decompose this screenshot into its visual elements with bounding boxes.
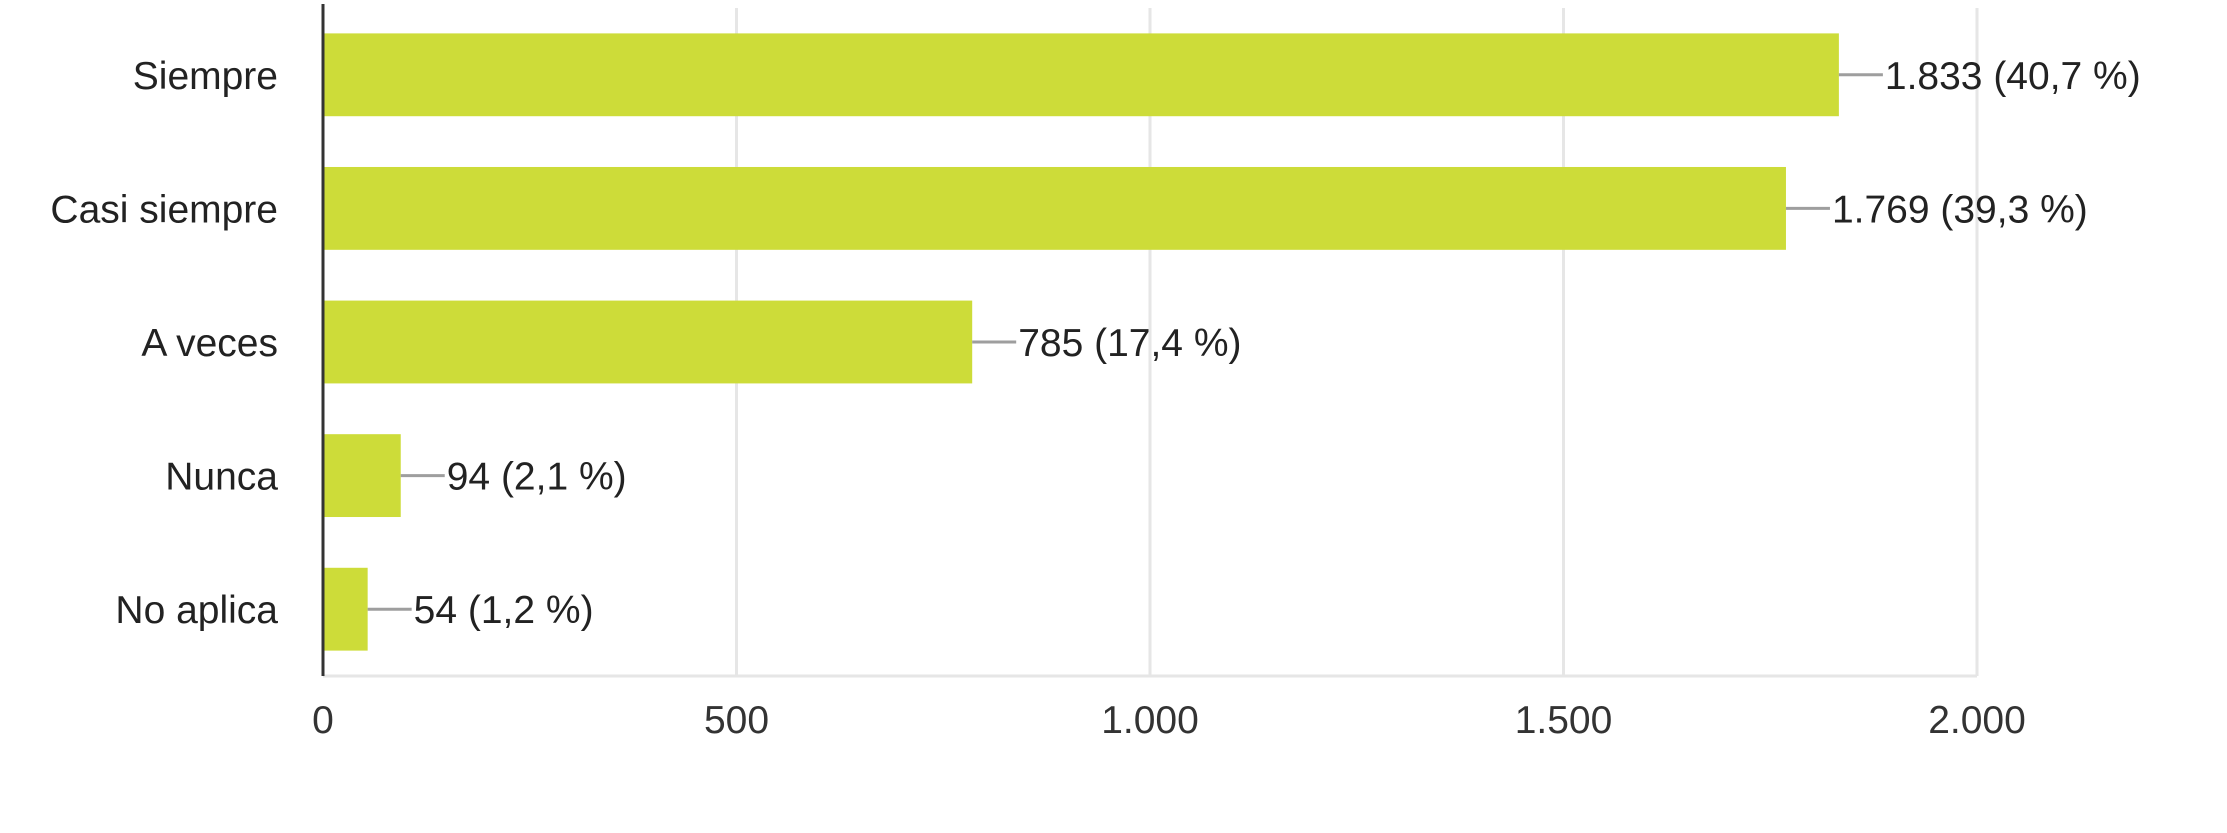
category-label: No aplica xyxy=(115,589,278,632)
leader-lines xyxy=(367,73,1883,611)
data-label: 54 (1,2 %) xyxy=(414,589,594,632)
x-tick-label: 2.000 xyxy=(1928,699,2026,742)
category-label: A veces xyxy=(141,322,278,365)
bar xyxy=(323,166,1786,250)
data-label: 94 (2,1 %) xyxy=(447,456,627,499)
axes xyxy=(321,4,1977,678)
bar xyxy=(323,434,401,518)
bars xyxy=(323,33,1839,651)
x-tick-label: 500 xyxy=(704,699,769,742)
data-label: 1.769 (39,3 %) xyxy=(1832,188,2088,231)
category-label: Nunca xyxy=(165,456,278,499)
bar xyxy=(323,33,1839,117)
data-label: 1.833 (40,7 %) xyxy=(1885,55,2141,98)
bar xyxy=(323,567,368,651)
bar xyxy=(323,300,973,384)
x-tick-label: 0 xyxy=(312,699,334,742)
category-label: Siempre xyxy=(133,55,278,98)
category-label: Casi siempre xyxy=(50,188,278,231)
x-tick-label: 1.500 xyxy=(1515,699,1613,742)
data-label: 785 (17,4 %) xyxy=(1018,322,1241,365)
labels: 0 500 1.000 1.500 2.000 1.833 (40,7 %) Siempre… xyxy=(50,55,2140,742)
x-tick-label: 1.000 xyxy=(1101,699,1199,742)
